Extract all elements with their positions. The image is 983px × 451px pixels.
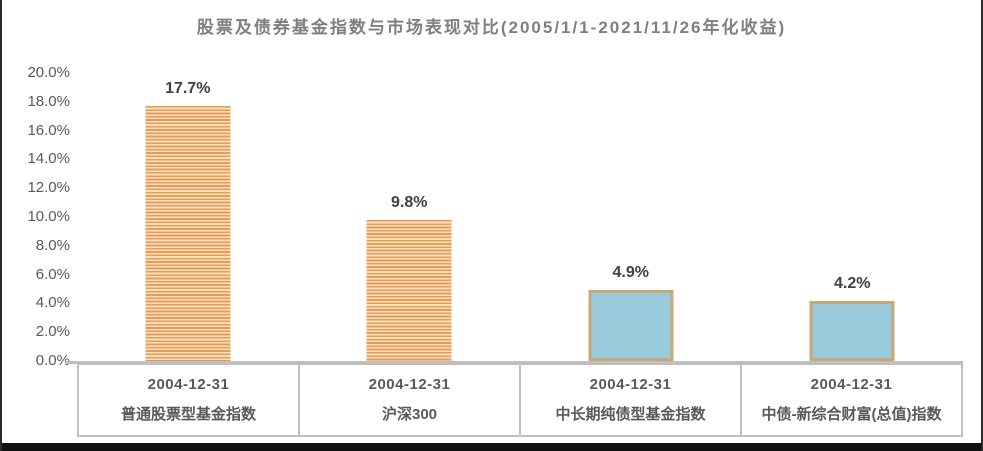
x-axis-category-box: 2004-12-31 普通股票型基金指数 2004-12-31 沪深300 2004-1… xyxy=(77,363,963,437)
plot-area: 17.7% 9.8% 4.9% 4.2% xyxy=(77,73,963,361)
y-tick-label: 10.0% xyxy=(27,208,70,225)
category-name: 中债-新综合财富(总值)指数 xyxy=(761,405,942,423)
bar-value-label: 4.9% xyxy=(612,264,649,282)
bar-slot: 9.8% xyxy=(299,73,521,361)
bar xyxy=(588,290,674,361)
bar-value-label: 4.2% xyxy=(834,274,871,292)
category-name: 中长期纯债型基金指数 xyxy=(555,405,706,423)
category-date: 2004-12-31 xyxy=(589,376,672,394)
chart-title: 股票及债券基金指数与市场表现对比(2005/1/1-2021/11/26年化收益… xyxy=(196,18,787,37)
y-tick-label: 6.0% xyxy=(35,265,70,283)
y-tick-label: 18.0% xyxy=(27,92,70,110)
category-date: 2004-12-31 xyxy=(368,376,451,394)
y-tick-label: 2.0% xyxy=(35,323,70,341)
bar xyxy=(145,106,231,361)
bar-slot: 4.2% xyxy=(742,73,964,361)
category-cell: 2004-12-31 中债-新综合财富(总值)指数 xyxy=(740,365,961,435)
category-cell: 2004-12-31 中长期纯债型基金指数 xyxy=(519,365,740,435)
bottom-border xyxy=(2,443,981,451)
x-axis-line xyxy=(65,361,963,364)
bar xyxy=(809,300,895,361)
y-tick-label: 4.0% xyxy=(35,294,70,312)
y-tick-label: 16.0% xyxy=(27,121,70,139)
y-axis: 0.0% 2.0% 4.0% 6.0% 8.0% 10.0% 12.0% 14.0% 16.0%… xyxy=(2,0,70,451)
category-cell: 2004-12-31 普通股票型基金指数 xyxy=(79,365,298,435)
category-date: 2004-12-31 xyxy=(810,376,893,394)
y-tick-label: 20.0% xyxy=(27,64,70,81)
category-name: 普通股票型基金指数 xyxy=(120,405,256,423)
bar-slot: 4.9% xyxy=(520,73,742,361)
bar xyxy=(366,219,452,361)
y-tick-label: 12.0% xyxy=(27,179,70,197)
y-tick-label: 14.0% xyxy=(27,150,70,168)
category-name: 沪深300 xyxy=(381,405,438,423)
category-cell: 2004-12-31 沪深300 xyxy=(298,365,519,435)
bar-value-label: 17.7% xyxy=(165,80,211,98)
bar-value-label: 9.8% xyxy=(391,193,428,211)
category-date: 2004-12-31 xyxy=(147,376,230,394)
y-tick-label: 0.0% xyxy=(35,352,70,369)
y-tick-label: 8.0% xyxy=(35,236,70,254)
bar-slot: 17.7% xyxy=(77,73,299,361)
